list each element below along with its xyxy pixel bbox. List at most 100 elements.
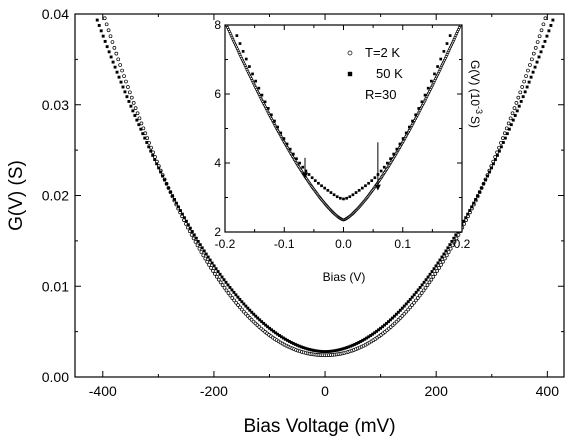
main-series-1-point xyxy=(129,104,133,108)
inset-series-1-point xyxy=(320,184,323,188)
main-series-0-point xyxy=(224,288,229,293)
main-series-1-point xyxy=(212,264,216,268)
inset-series-1-point xyxy=(379,169,383,173)
main-series-0-point xyxy=(230,296,235,300)
main-series-1-point xyxy=(505,132,509,136)
inset-series-1-point xyxy=(260,93,264,97)
inset-series-1-point xyxy=(238,42,242,45)
main-series-1-point xyxy=(283,337,287,341)
main-series-1-point xyxy=(466,212,470,216)
main-series-1-point xyxy=(345,346,349,350)
main-series-0-point xyxy=(234,300,238,305)
main-series-1-point xyxy=(454,233,458,237)
inset-series-1-point xyxy=(398,142,402,146)
main-series-1-point xyxy=(428,272,432,276)
main-series-1-point xyxy=(486,174,489,178)
main-series-1-point xyxy=(141,132,145,136)
main-y-tick-label: 0.02 xyxy=(42,188,69,204)
main-series-1-point xyxy=(131,109,135,113)
main-series-1-point xyxy=(177,205,180,209)
main-series-1-point xyxy=(371,332,375,336)
main-series-1-point xyxy=(497,149,501,153)
main-series-0-point xyxy=(133,106,138,110)
inset-series-1-point xyxy=(414,113,417,117)
main-series-1-point xyxy=(418,286,422,289)
main-series-1-point xyxy=(392,314,396,318)
main-series-0-point xyxy=(226,291,231,295)
main-series-0-point xyxy=(528,63,532,67)
main-series-0-point xyxy=(126,85,130,89)
main-series-1-point xyxy=(159,170,163,174)
main-series-0-point xyxy=(417,293,422,298)
main-series-1-point xyxy=(248,308,252,312)
main-series-0-point xyxy=(189,232,194,237)
inset-series-1-point xyxy=(360,186,364,190)
main-series-1-point xyxy=(535,60,539,64)
inset-series-1-point xyxy=(257,86,261,90)
inset-series-1-point xyxy=(241,50,245,53)
main-series-0-point xyxy=(408,305,412,310)
main-y-axis-title: G(V) (S) xyxy=(6,160,27,231)
main-series-1-point xyxy=(377,328,380,332)
main-series-1-point xyxy=(232,290,236,294)
inset-series-1-point xyxy=(348,195,352,199)
main-series-0-point xyxy=(112,46,117,50)
main-series-1-point xyxy=(379,326,382,330)
main-series-1-point xyxy=(254,314,258,318)
main-series-1-point xyxy=(214,267,218,271)
inset-series-1-point xyxy=(282,137,286,140)
main-series-0-point xyxy=(539,28,544,33)
main-series-1-point xyxy=(297,344,301,348)
main-series-0-point xyxy=(187,229,192,234)
main-series-1-point xyxy=(488,170,491,174)
main-series-1-point xyxy=(311,348,315,352)
main-series-1-point xyxy=(351,343,355,347)
main-series-0-point xyxy=(541,22,546,27)
main-series-0-point xyxy=(218,280,223,285)
inset-series-1-point xyxy=(442,50,446,53)
inset-series-1-point xyxy=(339,196,342,200)
main-series-1-point xyxy=(111,60,115,64)
main-series-0-point xyxy=(220,283,225,287)
main-series-1-point xyxy=(493,158,497,162)
main-y-tick-label: 0.00 xyxy=(42,369,69,385)
inset-arrow-head xyxy=(374,184,381,191)
inset-legend-label: 50 K xyxy=(376,66,403,81)
main-series-1-point xyxy=(113,65,117,69)
main-series-1-point xyxy=(99,29,103,33)
main-series-0-point xyxy=(456,232,461,237)
main-series-1-point xyxy=(331,349,335,353)
main-series-1-point xyxy=(192,233,196,237)
main-series-1-point xyxy=(200,246,204,250)
inset-series-1-point xyxy=(273,119,276,123)
inset-series-1-point xyxy=(323,186,327,190)
main-series-1-point xyxy=(270,328,274,332)
main-series-1-point xyxy=(280,335,283,339)
main-series-0-point xyxy=(191,236,196,241)
main-data-layer xyxy=(95,14,555,358)
main-series-1-point xyxy=(337,348,341,352)
main-series-1-point xyxy=(361,338,365,342)
inset-series-1-point xyxy=(329,191,333,194)
main-series-0-point xyxy=(185,225,190,230)
inset-series-1-point xyxy=(251,72,254,76)
main-series-0-point xyxy=(124,79,128,84)
main-series-0-point xyxy=(143,131,148,136)
main-series-0-point xyxy=(526,68,530,73)
main-series-1-point xyxy=(206,255,210,259)
main-series-0-point xyxy=(197,246,202,251)
main-series-1-point xyxy=(262,321,266,325)
main-series-1-point xyxy=(135,118,139,122)
main-series-1-point xyxy=(501,141,505,144)
main-series-0-point xyxy=(203,256,208,261)
inset-series-1-point xyxy=(370,179,374,182)
main-y-tick-label: 0.03 xyxy=(42,97,69,113)
main-series-1-point xyxy=(515,109,519,113)
main-series-0-point xyxy=(131,101,136,105)
main-series-1-point xyxy=(103,39,107,43)
inset-series-0-point xyxy=(225,22,227,24)
main-series-1-point xyxy=(204,252,208,256)
main-series-1-point xyxy=(293,342,297,346)
inset-series-1-point xyxy=(298,161,301,165)
inset-x-tick-label: -0.2 xyxy=(215,237,236,251)
